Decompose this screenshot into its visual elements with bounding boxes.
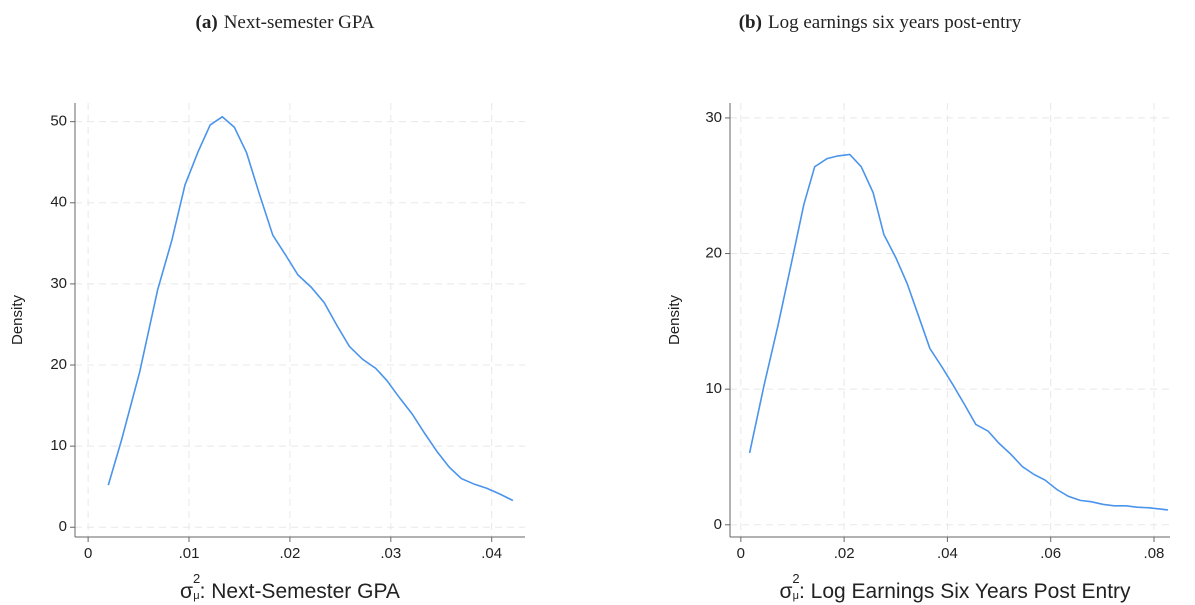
symbol: σ	[180, 580, 193, 603]
x-tick-label: .01	[179, 545, 200, 562]
x-tick-label: .06	[1040, 545, 1061, 562]
subscript: μ	[193, 590, 199, 602]
symbol: σ	[779, 580, 792, 603]
y-tick-label: 30	[705, 109, 722, 126]
panel-label: (a)	[196, 12, 218, 33]
y-axis-label: Density	[666, 294, 683, 345]
y-tick-label: 20	[705, 245, 722, 262]
panel-title: (a) Next-semester GPA	[196, 12, 375, 33]
x-tick-label: .08	[1144, 545, 1165, 562]
y-tick-label: 50	[50, 113, 67, 130]
x-tick-label: 0	[84, 545, 92, 562]
x-tick-label: .03	[380, 545, 401, 562]
x-axis-label-text: : Log Earnings Six Years Post Entry	[799, 580, 1131, 603]
y-tick-label: 20	[50, 356, 67, 373]
x-tick-label: .04	[481, 545, 502, 562]
y-tick-label: 10	[705, 380, 722, 397]
y-tick-label: 0	[714, 516, 722, 533]
panel-title-text: Log earnings six years post-entry	[768, 12, 1022, 33]
y-axis-label: Density	[9, 294, 26, 345]
x-tick-label: .04	[937, 545, 958, 562]
superscript: 2	[193, 571, 200, 586]
density-line	[748, 153, 1168, 511]
x-tick-label: .02	[279, 545, 300, 562]
subscript: μ	[793, 590, 799, 602]
panel-title: (b) Log earnings six years post-entry	[739, 12, 1022, 33]
x-tick-label: .02	[834, 545, 855, 562]
y-tick-label: 0	[59, 518, 67, 535]
y-tick-label: 40	[50, 194, 67, 211]
panel-title-text: Next-semester GPA	[224, 12, 375, 33]
y-tick-label: 10	[50, 437, 67, 454]
superscript: 2	[792, 571, 799, 586]
density-line	[107, 115, 514, 502]
x-axis-label-text: : Next-Semester GPA	[200, 580, 400, 603]
x-axis-label: σ2 μ: Log Earnings Six Years Post Entry	[779, 571, 1131, 602]
y-tick-label: 30	[50, 275, 67, 292]
x-tick-label: 0	[737, 545, 745, 562]
x-axis-label: σ2 μ: Next-Semester GPA	[180, 571, 400, 602]
panel-label: (b)	[739, 12, 762, 33]
